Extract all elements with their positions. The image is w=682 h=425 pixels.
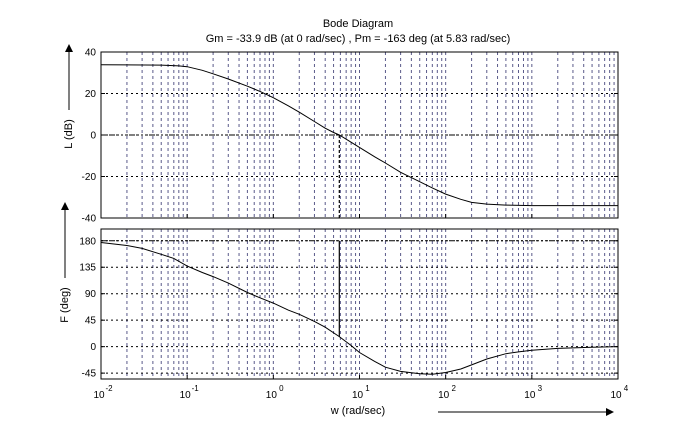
- xtick-base: 10: [266, 390, 278, 401]
- magnitude-ytick-label: 20: [85, 89, 97, 100]
- phase-panel: 180 135 90 45 0 -45: [79, 228, 619, 380]
- phase-ytick-label: 90: [85, 289, 97, 300]
- phase-ytick-label: 45: [85, 316, 97, 327]
- phase-ytick-label: -45: [82, 369, 97, 380]
- chart-subtitle: Gm = -33.9 dB (at 0 rad/sec) , Pm = -163…: [206, 33, 510, 45]
- xtick-base: 10: [352, 390, 364, 401]
- frequency-axis-arrow: [438, 408, 614, 416]
- magnitude-ytick-label: -20: [82, 172, 97, 183]
- magnitude-axis-arrow: [65, 44, 73, 110]
- xtick-base: 10: [438, 390, 450, 401]
- xtick-exponent: 2: [451, 384, 456, 393]
- xtick-base: 10: [524, 390, 536, 401]
- phase-ytick-label: 180: [79, 236, 96, 247]
- xtick-exponent: -1: [192, 384, 200, 393]
- xtick-base: 10: [93, 390, 105, 401]
- xtick-exponent: 4: [624, 384, 629, 393]
- phase-ylabel: F (deg): [59, 287, 71, 322]
- magnitude-ytick-label: 40: [85, 48, 97, 59]
- xtick-exponent: 0: [279, 384, 284, 393]
- phase-curve: [100, 242, 619, 375]
- chart-title: Bode Diagram: [323, 18, 393, 30]
- phase-grid: [101, 229, 618, 379]
- xtick-exponent: -2: [105, 384, 113, 393]
- frequency-xlabel: w (rad/sec): [330, 405, 385, 417]
- xtick-base: 10: [180, 390, 192, 401]
- phase-ytick-label: 0: [90, 342, 96, 353]
- magnitude-ylabel: L (dB): [63, 119, 75, 149]
- xtick-base: 10: [610, 390, 622, 401]
- magnitude-ytick-label: 0: [90, 131, 96, 142]
- xtick-exponent: 1: [365, 384, 370, 393]
- phase-ytick-label: 135: [79, 263, 96, 274]
- xtick-exponent: 3: [538, 384, 543, 393]
- magnitude-panel: 40 20 0 -20 -40: [82, 48, 619, 225]
- phase-axis-arrow: [61, 202, 69, 278]
- magnitude-ytick-label: -40: [82, 214, 97, 225]
